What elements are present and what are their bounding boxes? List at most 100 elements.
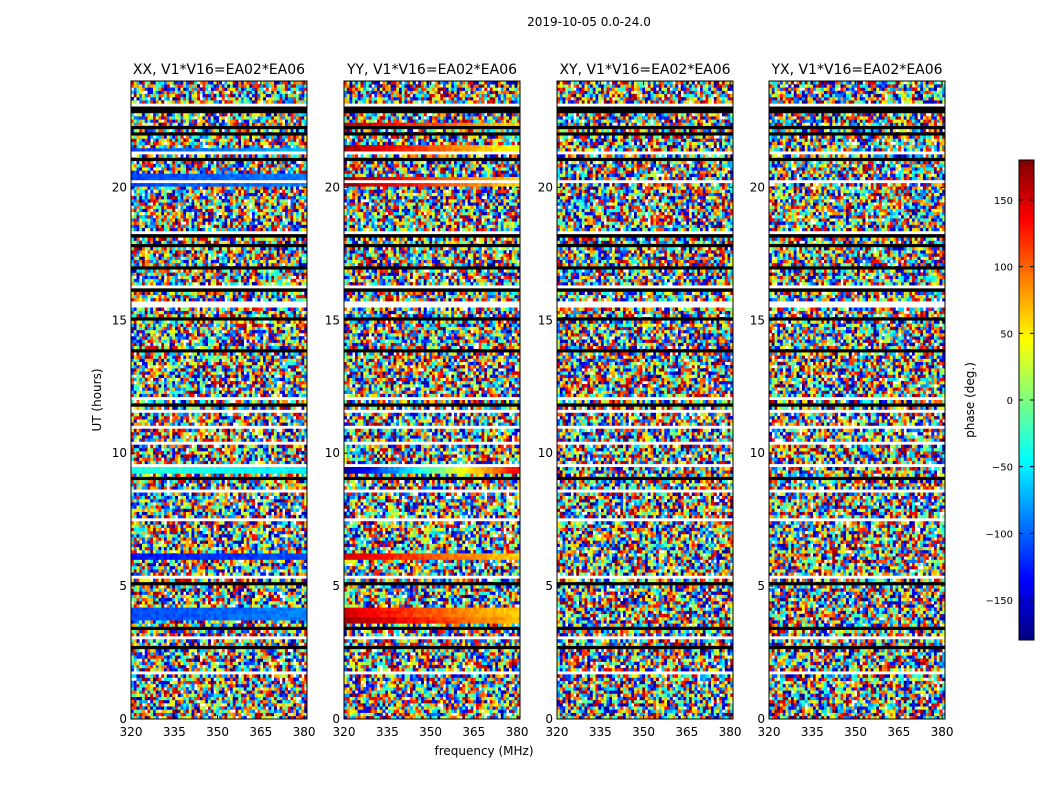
flagged-row [769,626,945,630]
flagged-row [557,125,733,130]
x-tick-label: 350 [632,725,655,739]
y-tick-label: 20 [750,180,765,194]
flagged-row [557,476,733,481]
flagged-row [557,645,733,650]
panel-frame [768,80,946,720]
panel-title: YX, V1*V16=EA02*EA06 [770,62,942,78]
colorbar-tick-label: −150 [986,596,1013,607]
flagged-row [769,125,945,130]
flagged-row [769,106,945,111]
y-axis-label: UT (hours) [90,368,104,431]
flagged-row [344,234,520,238]
flagged-row [344,626,520,630]
flagged-row [131,266,307,270]
flagged-row [769,288,945,292]
x-tick-label: 350 [844,725,867,739]
y-tick-label: 20 [325,180,340,194]
heatmap-cells [131,81,307,719]
colorbar-tick-label: 100 [994,263,1013,274]
x-tick-label: 320 [758,725,781,739]
flagged-row [131,581,307,586]
flagged-row [769,157,945,162]
panel-title: XY, V1*V16=EA02*EA06 [559,62,730,78]
flagged-row [557,288,733,292]
y-tick-label: 5 [545,579,553,593]
y-tick-label: 5 [757,579,765,593]
colorbar-tick-label: −50 [992,463,1013,474]
panel-frame [343,80,521,720]
flagged-row [131,645,307,650]
flagged-row [131,125,307,130]
flagged-row [769,132,945,136]
flagged-row [557,132,733,136]
flagged-row [769,109,945,114]
y-tick-label: 10 [750,446,765,460]
flagged-row [344,645,520,650]
panel-0: XX, V1*V16=EA02*EA06 320 335 350 365 380 0 5 10 1… [112,62,316,739]
flagged-row [344,348,520,353]
flagged-row [557,234,733,238]
y-tick-label: 15 [538,313,553,327]
y-tick-label: 0 [545,712,553,726]
x-tick-label: 365 [675,725,698,739]
panel-2: XY, V1*V16=EA02*EA06 320 335 350 365 380 0 5 10 1… [538,62,742,739]
flagged-row [344,317,520,321]
flagged-row [557,109,733,114]
flagged-row [344,403,520,407]
flagged-row [344,132,520,136]
x-tick-label: 320 [546,725,569,739]
flagged-row [344,476,520,481]
panel-3: YX, V1*V16=EA02*EA06 320 335 350 365 380 0 5 10 1… [750,62,954,739]
flagged-row [769,348,945,353]
y-tick-label: 20 [112,180,127,194]
panel-title: XX, V1*V16=EA02*EA06 [133,62,305,78]
y-tick-label: 0 [119,712,127,726]
flagged-row [131,403,307,407]
flagged-row [131,109,307,114]
x-tick-label: 380 [506,725,529,739]
y-tick-label: 10 [112,446,127,460]
y-tick-label: 0 [332,712,340,726]
flagged-row [131,234,307,238]
flagged-row [344,106,520,111]
panel-frame [556,80,734,720]
y-tick-label: 5 [119,579,127,593]
flagged-row [769,234,945,238]
flagged-row [131,317,307,321]
x-tick-label: 335 [376,725,399,739]
flagged-row [557,403,733,407]
flagged-row [769,266,945,270]
colorbar-gradient [1019,160,1034,640]
y-tick-label: 15 [750,313,765,327]
flagged-row [557,581,733,586]
panel-title: YY, V1*V16=EA02*EA06 [346,62,517,78]
flagged-row [131,476,307,481]
flagged-row [769,403,945,407]
x-tick-label: 335 [589,725,612,739]
figure-title: 2019-10-05 0.0-24.0 [527,15,651,29]
flagged-row [131,288,307,292]
y-tick-label: 5 [332,579,340,593]
flagged-row [557,317,733,321]
y-tick-label: 15 [325,313,340,327]
flagged-row [557,106,733,111]
heatmap-cells [769,81,945,719]
flagged-row [769,581,945,586]
flagged-row [131,626,307,630]
flagged-row [344,581,520,586]
colorbar-tick-label: −100 [986,529,1013,540]
x-tick-label: 380 [931,725,954,739]
flagged-row [769,476,945,481]
colorbar-tick-label: 0 [1007,396,1013,407]
panel-1: YY, V1*V16=EA02*EA06 320 335 350 365 380 0 5 10 1… [325,62,529,739]
flagged-row [769,243,945,248]
flagged-row [557,266,733,270]
flagged-row [557,348,733,353]
heatmap-cells [344,81,520,719]
x-tick-label: 320 [333,725,356,739]
flagged-row [344,288,520,292]
x-axis-label: frequency (MHz) [434,744,533,758]
x-tick-label: 320 [120,725,143,739]
x-tick-label: 350 [419,725,442,739]
